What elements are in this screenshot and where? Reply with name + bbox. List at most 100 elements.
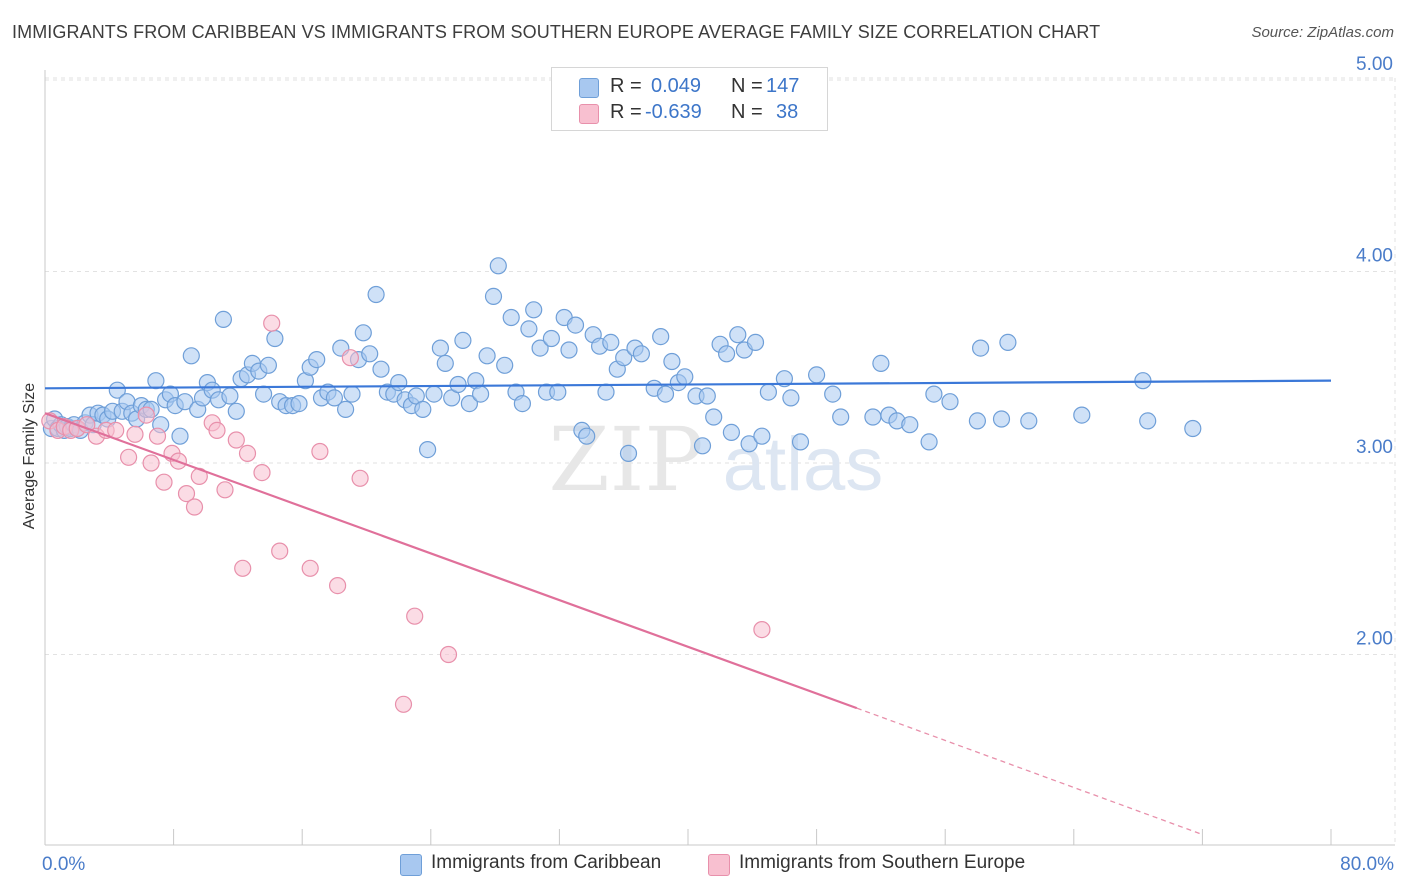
- caribbean-point: [717, 345, 736, 363]
- caribbean-point: [454, 331, 472, 349]
- caribbean-point: [108, 381, 126, 399]
- caribbean-point: [502, 308, 520, 327]
- southern-europe-point: [120, 448, 138, 466]
- caribbean-point: [676, 368, 694, 386]
- caribbean-point: [337, 400, 355, 418]
- bottom-legend-swatch-southern-europe: [708, 854, 730, 876]
- southern-europe-point: [753, 620, 771, 639]
- southern-europe-point: [142, 454, 160, 472]
- caribbean-point: [693, 437, 712, 455]
- southern-europe-point: [351, 469, 369, 487]
- caribbean-point: [920, 433, 938, 451]
- southern-europe-point: [185, 498, 204, 516]
- caribbean-point: [290, 395, 308, 413]
- y-tick-label: 4.00: [1356, 246, 1393, 267]
- caribbean-point: [308, 351, 326, 369]
- caribbean-point: [176, 393, 194, 411]
- legend-n-value: 38: [776, 101, 799, 123]
- caribbean-point: [566, 316, 585, 334]
- caribbean-point: [832, 408, 850, 426]
- caribbean-point: [1020, 412, 1038, 430]
- southern-europe-point: [439, 645, 458, 664]
- x-tick-label: 80.0%: [1340, 854, 1394, 875]
- southern-europe-point: [301, 559, 319, 577]
- caribbean-point: [255, 385, 273, 403]
- caribbean-point: [227, 402, 245, 420]
- caribbean-point: [425, 385, 443, 403]
- caribbean-point: [619, 444, 638, 462]
- southern-europe-trend-line: [44, 412, 858, 710]
- southern-europe-point: [329, 576, 347, 595]
- caribbean-point: [560, 341, 578, 359]
- caribbean-point: [449, 375, 467, 394]
- y-tick-label: 2.00: [1356, 629, 1393, 650]
- caribbean-point: [807, 366, 826, 384]
- caribbean-point: [698, 387, 716, 405]
- caribbean-point: [520, 320, 538, 338]
- bottom-legend-label: Immigrants from Southern Europe: [739, 852, 1026, 873]
- legend-n-label: N =: [731, 75, 763, 97]
- caribbean-point: [419, 441, 437, 459]
- caribbean-point: [971, 339, 990, 357]
- caribbean-point: [602, 333, 620, 351]
- caribbean-point: [615, 349, 633, 367]
- caribbean-point: [390, 374, 408, 392]
- caribbean-point: [992, 410, 1011, 428]
- caribbean-point: [489, 257, 507, 275]
- caribbean-point: [1184, 419, 1202, 438]
- caribbean-point: [484, 287, 503, 305]
- y-axis-label: Average Family Size: [21, 383, 38, 530]
- southern-europe-point: [341, 349, 359, 367]
- caribbean-point: [578, 427, 596, 445]
- southern-europe-point: [137, 406, 155, 424]
- y-tick-label: 5.00: [1356, 54, 1393, 75]
- southern-europe-point: [126, 425, 144, 443]
- correlation-legend: R = 0.049 N = 147 R = -0.639 N = 38: [551, 67, 828, 131]
- caribbean-point: [531, 339, 549, 357]
- caribbean-point: [414, 400, 432, 418]
- legend-n-label: N =: [731, 101, 763, 123]
- caribbean-point: [941, 393, 959, 411]
- caribbean-point: [478, 347, 496, 365]
- caribbean-point: [864, 408, 882, 426]
- bottom-legend-label: Immigrants from Caribbean: [431, 852, 662, 873]
- trend-lines: [44, 379, 1332, 836]
- tick-labels: 2.00 3.00 4.00 5.00 0.0% 80.0%: [42, 54, 1394, 875]
- caribbean-point: [513, 395, 532, 413]
- caribbean-point: [221, 387, 239, 405]
- caribbean-point: [214, 310, 232, 328]
- y-tick-label: 3.00: [1356, 437, 1393, 458]
- caribbean-point: [901, 416, 919, 434]
- axes: [44, 70, 1395, 846]
- caribbean-point: [325, 389, 343, 407]
- x-tick-label: 0.0%: [42, 854, 85, 875]
- southern-europe-point: [216, 481, 234, 499]
- legend-swatch-caribbean: [579, 78, 599, 98]
- caribbean-point: [824, 385, 842, 403]
- southern-europe-point: [177, 485, 196, 503]
- legend-r-label: R =: [610, 75, 642, 97]
- caribbean-trend-line: [44, 379, 1332, 390]
- caribbean-point: [999, 333, 1017, 351]
- caribbean-point: [182, 347, 200, 365]
- caribbean-point: [549, 383, 567, 401]
- caribbean-point: [354, 324, 372, 342]
- caribbean-point: [925, 385, 943, 403]
- chart-title: IMMIGRANTS FROM CARIBBEAN VS IMMIGRANTS …: [12, 22, 1101, 42]
- caribbean-point: [968, 412, 987, 430]
- caribbean-point: [759, 383, 778, 401]
- southern-europe-point: [155, 473, 173, 491]
- caribbean-point: [361, 345, 379, 363]
- southern-europe-point: [406, 607, 424, 625]
- caribbean-point: [436, 354, 454, 372]
- southern-europe-point: [234, 559, 252, 577]
- caribbean-point: [460, 395, 478, 413]
- caribbean-point: [1073, 406, 1091, 424]
- caribbean-point: [1139, 412, 1157, 430]
- caribbean-point: [656, 385, 675, 403]
- caribbean-point: [753, 427, 771, 445]
- southern-europe-point: [311, 442, 329, 461]
- caribbean-point: [791, 433, 810, 451]
- caribbean-point: [343, 385, 361, 403]
